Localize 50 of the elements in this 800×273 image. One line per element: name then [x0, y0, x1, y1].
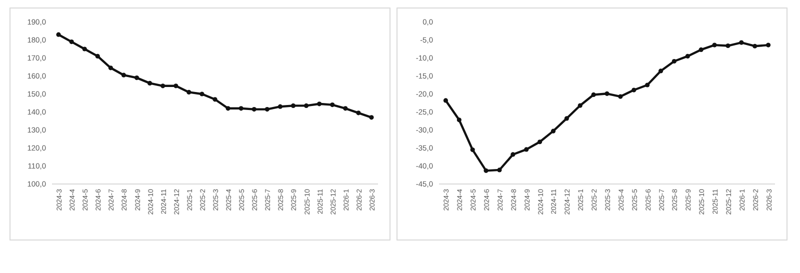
point [752, 44, 758, 48]
point [604, 91, 610, 96]
point [470, 148, 475, 152]
point [160, 84, 166, 88]
point [456, 118, 462, 122]
point [712, 42, 717, 48]
point [658, 68, 664, 74]
point [174, 84, 178, 88]
point [186, 90, 192, 94]
point [591, 92, 596, 98]
point [330, 102, 335, 108]
point [148, 80, 152, 86]
point [238, 106, 244, 111]
point [538, 140, 542, 144]
point [264, 107, 270, 112]
point [369, 115, 374, 120]
point [252, 107, 256, 112]
point [304, 103, 309, 108]
point [550, 128, 556, 134]
point [564, 116, 569, 121]
point [69, 40, 74, 44]
point [56, 32, 61, 37]
point [524, 147, 529, 152]
point [200, 92, 204, 96]
point [343, 106, 348, 111]
point [484, 168, 488, 173]
point [698, 47, 704, 52]
point [356, 110, 361, 116]
point [726, 43, 730, 48]
point [497, 168, 502, 172]
point [766, 42, 771, 48]
point [510, 152, 516, 157]
point [317, 102, 322, 106]
point [212, 97, 218, 102]
point [134, 76, 140, 80]
point [108, 66, 113, 70]
point [278, 104, 282, 109]
point [672, 58, 676, 64]
point [443, 98, 448, 103]
point [685, 54, 690, 58]
point [632, 88, 636, 92]
point [95, 54, 100, 58]
point [578, 103, 582, 108]
point [290, 103, 296, 108]
point [121, 72, 126, 78]
point [226, 106, 230, 111]
point [645, 82, 650, 88]
point [739, 40, 744, 45]
point [618, 94, 623, 99]
point [82, 46, 87, 52]
